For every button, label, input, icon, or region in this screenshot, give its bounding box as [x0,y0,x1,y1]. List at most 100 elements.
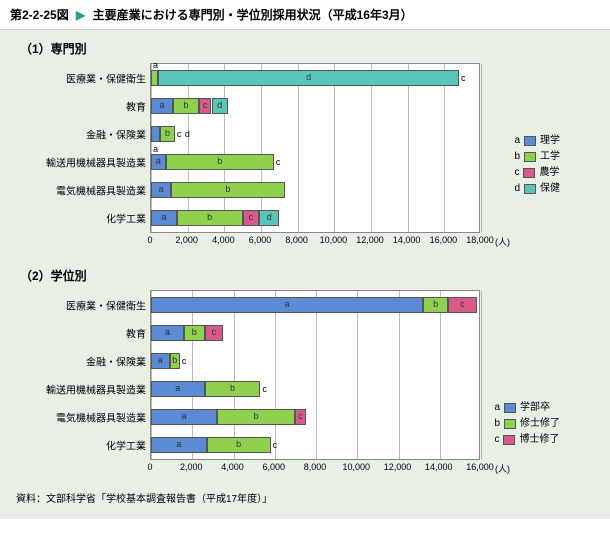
bar-segment: a [151,409,217,425]
segment-key-label: a [152,355,169,365]
bar-segment: a [151,182,171,198]
segment-key-label: b [206,383,260,393]
legend-label: 学部卒 [520,400,550,416]
end-key-label: d [185,129,190,139]
end-key-label: c [461,73,466,83]
category-label: 輸送用機械器具製造業 [21,155,146,170]
title-text: 主要産業における専門別・学位別採用状況（平成16年3月） [93,8,413,22]
segment-key-label: b [208,439,270,449]
category-label: 電気機械器具製造業 [21,183,146,198]
bar-segment: b [173,98,199,114]
x-tick-label: 16,000 [430,235,458,245]
legend: a学部卒b修士修了c博士修了 [494,400,560,448]
legend-label: 理学 [540,133,560,149]
bar-segment: b [184,325,205,341]
x-tick-label: 6,000 [249,235,272,245]
legend-key: c [494,432,499,448]
chart-row: 金融・保険業bcd [151,120,479,148]
chart-row: 電気機械器具製造業ab [151,176,479,204]
x-tick-label: 18,000 [466,235,494,245]
segment-key-label: a [152,411,216,421]
bar-segment: b [207,437,271,453]
bar-segment: a [151,210,177,226]
bar-track: abcd [151,210,479,226]
bar-track: abc [151,297,479,313]
segment-key-label: c [449,299,476,309]
x-unit-label: (人) [495,235,510,248]
chart-row: 化学工業abcd [151,204,479,232]
segment-key-label: d [159,72,458,82]
chart2-title: （2）学位別 [20,267,590,284]
title-arrow-icon: ▶ [76,8,85,22]
segment-key-label: b [185,327,204,337]
segment-key-label: c [200,100,211,110]
legend-swatch [504,403,516,413]
x-tick-label: 4,000 [221,462,244,472]
bar-track: abcd [151,98,479,114]
bar-segment: a [151,297,423,313]
segment-key-label: a [152,383,204,393]
x-axis: 02,0004,0006,0008,00010,00012,00014,0001… [150,233,480,253]
legend-item: d保健 [514,181,560,197]
bar-segment: a [151,381,205,397]
x-tick-label: 4,000 [212,235,235,245]
segment-key-label: a [152,100,172,110]
bar-segment: b [170,353,180,369]
category-label: 化学工業 [21,211,146,226]
x-tick-label: 2,000 [175,235,198,245]
bar-segment: b [217,409,295,425]
x-unit-label: (人) [495,462,510,475]
end-key-label: c [182,356,187,366]
bar-segment: c [295,409,305,425]
bar-segment: b [171,182,285,198]
pre-key-label: a [153,144,158,154]
category-label: 輸送用機械器具製造業 [21,382,146,397]
legend-swatch [503,435,515,445]
legend-swatch [524,136,536,146]
segment-key-label: b [424,299,447,309]
chart-row: 医療業・保健衛生abc [151,291,479,319]
segment-key-label: a [152,156,165,166]
bar-segment: c [205,325,224,341]
legend-item: a理学 [514,133,560,149]
legend-label: 工学 [540,149,560,165]
x-tick-label: 14,000 [425,462,453,472]
segment-key-label: b [178,212,242,222]
segment-key-label: b [218,411,294,421]
chart1-section: （1）専門別 医療業・保健衛生dca教育abcd金融・保険業bcd輸送用機械器具… [0,30,610,257]
segment-key-label: c [206,327,223,337]
segment-key-label: a [152,212,176,222]
bar-segment [151,126,160,142]
legend-key: b [494,416,500,432]
legend-item: c農学 [514,165,560,181]
chart1-wrap: 医療業・保健衛生dca教育abcd金融・保険業bcd輸送用機械器具製造業abca… [20,63,590,253]
x-axis: 02,0004,0006,0008,00010,00012,00014,0001… [150,460,480,480]
chart-row: 医療業・保健衛生dca [151,64,479,92]
bar-track: abc [151,325,479,341]
segment-key-label: a [152,439,206,449]
chart-row: 輸送用機械器具製造業abc [151,375,479,403]
figure-title-bar: 第2-2-25図 ▶ 主要産業における専門別・学位別採用状況（平成16年3月） [0,0,610,30]
category-label: 教育 [21,326,146,341]
segment-key-label: b [174,100,198,110]
category-label: 電気機械器具製造業 [21,410,146,425]
chart2-section: （2）学位別 医療業・保健衛生abc教育abc金融・保険業abc輸送用機械器具製… [0,257,610,484]
x-tick-label: 10,000 [320,235,348,245]
x-tick-label: 12,000 [356,235,384,245]
title-prefix: 第2-2-25図 [10,8,69,22]
chart-row: 教育abc [151,319,479,347]
segment-key-label: b [167,156,273,166]
chart-row: 電気機械器具製造業abc [151,403,479,431]
bar-segment: c [243,210,260,226]
x-tick-label: 8,000 [304,462,327,472]
category-label: 教育 [21,99,146,114]
bar-segment: b [423,297,448,313]
x-tick-label: 0 [147,235,152,245]
segment-key-label: c [296,411,304,421]
bar-segment: a [151,437,207,453]
category-label: 金融・保険業 [21,354,146,369]
x-tick-label: 6,000 [262,462,285,472]
chart-row: 金融・保険業abc [151,347,479,375]
category-label: 化学工業 [21,438,146,453]
legend-key: d [514,181,520,197]
